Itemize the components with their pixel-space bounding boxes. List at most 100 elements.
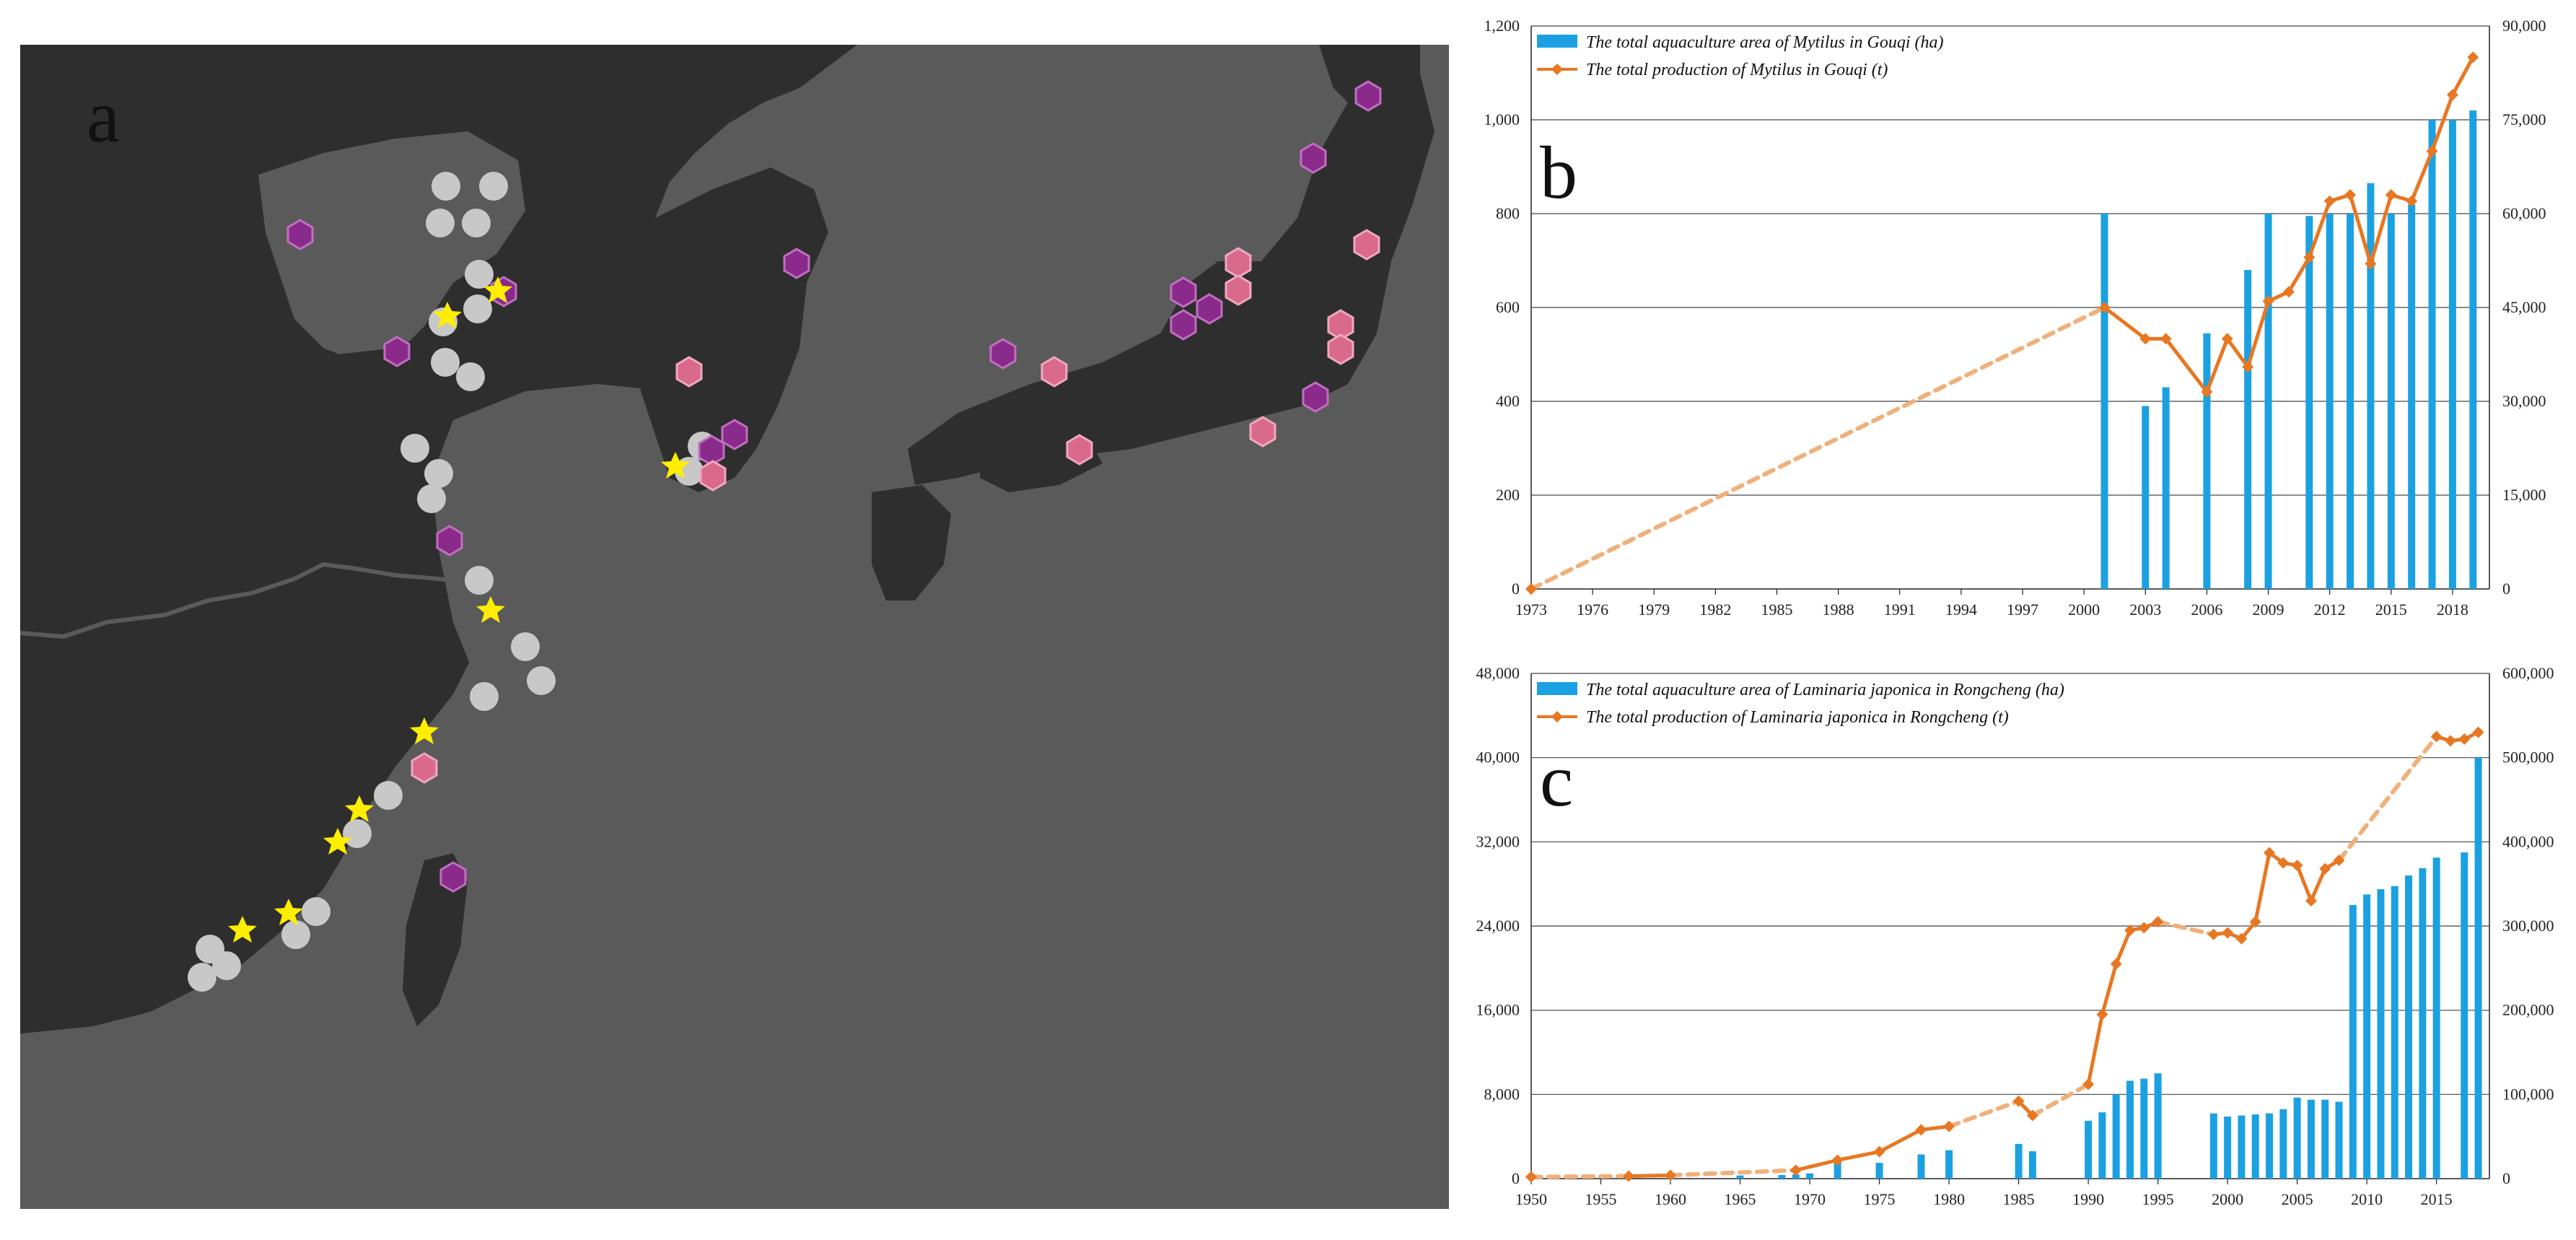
y-left-tick-label: 32,000 bbox=[1476, 832, 1520, 850]
line-point bbox=[2282, 286, 2295, 298]
bar bbox=[2098, 1112, 2106, 1179]
line-point bbox=[2426, 145, 2438, 157]
line-segment bbox=[2450, 55, 2475, 97]
chart-b-svg: 0 200 400 600 800 1,000 1,200 0 15,000 30,000 45,0… bbox=[1484, 17, 2546, 619]
bar bbox=[2307, 1099, 2315, 1179]
x-tick-label: 2015 bbox=[2421, 1190, 2453, 1208]
y-right-tick-label: 30,000 bbox=[2502, 392, 2546, 410]
line-segment bbox=[2114, 928, 2132, 966]
x-tick-label: 2015 bbox=[2375, 601, 2407, 619]
kyushu-island bbox=[872, 485, 951, 601]
line-point bbox=[2222, 927, 2234, 939]
line-segment bbox=[2409, 149, 2435, 204]
bar bbox=[2335, 1101, 2343, 1179]
line-segment bbox=[2430, 92, 2455, 153]
legend-line-label: The total production of Laminaria japoni… bbox=[1586, 708, 2009, 727]
bar bbox=[2321, 1099, 2329, 1179]
x-tick-label: 1990 bbox=[2072, 1190, 2104, 1208]
x-tick-label: 2018 bbox=[2437, 601, 2468, 619]
line-point bbox=[2207, 928, 2220, 940]
line-segment bbox=[1529, 1174, 1631, 1179]
line-point bbox=[2406, 195, 2418, 207]
y-left-tick-label: 1,000 bbox=[1484, 110, 1520, 128]
chart-c-container: 0 8,000 16,000 24,000 32,000 40,000 48,000 0 100… bbox=[1450, 653, 2576, 1240]
bar bbox=[2266, 1113, 2274, 1179]
bar bbox=[1834, 1159, 1841, 1179]
line-point bbox=[2249, 916, 2261, 928]
line-segment bbox=[2225, 336, 2250, 369]
bar bbox=[2326, 214, 2334, 589]
x-tick-label: 1997 bbox=[2007, 601, 2038, 619]
legend-bar-label: The total aquaculture area of Laminaria … bbox=[1586, 681, 2064, 699]
bar bbox=[2209, 1113, 2217, 1179]
bar bbox=[2349, 904, 2357, 1179]
line-segment bbox=[1878, 1127, 1923, 1154]
y-left-tick-label: 400 bbox=[1496, 392, 1520, 410]
line-point bbox=[2152, 916, 2164, 928]
x-tick-label: 2009 bbox=[2253, 601, 2284, 619]
line-segment bbox=[2246, 299, 2271, 369]
line-point bbox=[1623, 1170, 1635, 1182]
line-point bbox=[2446, 89, 2458, 101]
line-point bbox=[2012, 1095, 2025, 1107]
line-point bbox=[1873, 1145, 1885, 1158]
line-point bbox=[1789, 1164, 1802, 1176]
line-segment bbox=[2295, 863, 2313, 903]
x-tick-label: 1991 bbox=[1884, 601, 1916, 619]
grey-markers bbox=[188, 172, 717, 992]
x-tick-label: 1950 bbox=[1515, 1190, 1547, 1208]
legend-line-label: The total production of Mytilus in Gouqi… bbox=[1586, 61, 1888, 79]
line-point bbox=[2305, 895, 2317, 907]
bar bbox=[1945, 1150, 1953, 1179]
x-tick-label: 1976 bbox=[1577, 601, 1608, 619]
legend-line-marker bbox=[1551, 64, 1563, 75]
y-left-tick-label: 1,200 bbox=[1484, 17, 1520, 35]
line-segment bbox=[1626, 1173, 1673, 1178]
line-point bbox=[2096, 1008, 2108, 1021]
line-point bbox=[2365, 258, 2377, 270]
map-panel: a bbox=[20, 45, 1449, 1209]
y-left-tick-label: 0 bbox=[1512, 580, 1520, 598]
bar bbox=[2391, 886, 2398, 1179]
legend-line-marker bbox=[1551, 711, 1563, 722]
line-segment bbox=[2103, 305, 2147, 341]
y-left-tick-label: 200 bbox=[1496, 486, 1520, 504]
x-tick-label: 1975 bbox=[1864, 1190, 1896, 1208]
y-right-tick-label: 400,000 bbox=[2502, 832, 2554, 850]
panel-label-a: a bbox=[87, 75, 121, 158]
x-tick-label: 2006 bbox=[2191, 601, 2222, 619]
bar bbox=[2203, 333, 2211, 589]
line-segment bbox=[2253, 851, 2271, 924]
line-point bbox=[2430, 730, 2443, 743]
line-point bbox=[2098, 302, 2111, 313]
line-segment bbox=[2348, 193, 2373, 266]
x-tick-label: 1979 bbox=[1638, 601, 1670, 619]
bar bbox=[2305, 216, 2313, 589]
bar bbox=[1875, 1163, 1883, 1179]
line-segment bbox=[1947, 1099, 2021, 1129]
bar bbox=[2100, 214, 2108, 589]
line-point bbox=[2082, 1078, 2095, 1091]
bar bbox=[2279, 1109, 2287, 1179]
x-tick-label: 1980 bbox=[1933, 1190, 1965, 1208]
line-segment bbox=[2164, 336, 2209, 394]
line-point bbox=[2242, 361, 2254, 373]
bar bbox=[2085, 1120, 2093, 1179]
y-right-tick-label: 600,000 bbox=[2502, 664, 2554, 682]
bar bbox=[2408, 204, 2416, 589]
bar bbox=[2469, 110, 2477, 589]
taiwan-island bbox=[403, 853, 468, 1026]
bar bbox=[2461, 852, 2468, 1179]
bar bbox=[1736, 1175, 1744, 1179]
y-right-tick-label: 200,000 bbox=[2502, 1001, 2554, 1019]
line-point bbox=[2291, 860, 2303, 871]
x-tick-label: 1982 bbox=[1699, 601, 1731, 619]
line-point bbox=[2333, 855, 2345, 866]
bar bbox=[2154, 1073, 2162, 1179]
line-segment bbox=[2030, 1082, 2091, 1118]
y-left-tick-label: 48,000 bbox=[1476, 664, 1520, 682]
bar bbox=[2419, 868, 2427, 1179]
y-left-tick-label: 16,000 bbox=[1476, 1001, 1520, 1019]
legend-bar-label: The total aquaculture area of Mytilus in… bbox=[1586, 33, 1944, 52]
yellow-sea bbox=[431, 384, 742, 875]
